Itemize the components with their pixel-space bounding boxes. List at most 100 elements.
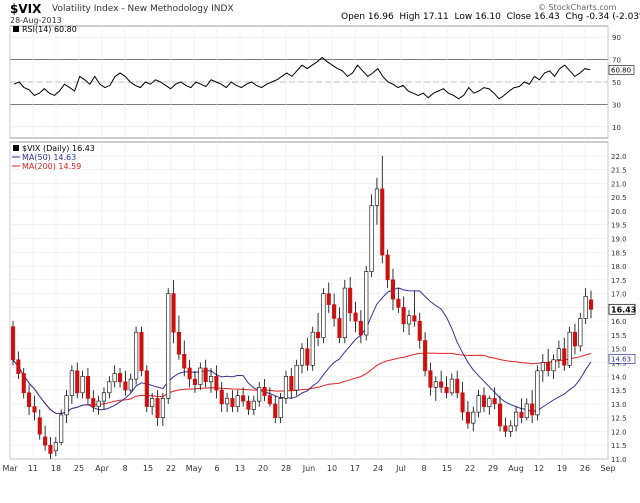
- candle-body: [80, 375, 85, 394]
- candle-body: [91, 398, 96, 407]
- candle: [556, 340, 561, 369]
- candle: [567, 326, 572, 369]
- candle: [497, 395, 503, 432]
- candle-body: [546, 362, 551, 372]
- candle: [385, 249, 390, 289]
- x-tick-label: May: [186, 464, 203, 473]
- candle-body: [588, 299, 594, 310]
- candle-body: [385, 254, 390, 281]
- rsi-line: [13, 56, 591, 100]
- rsi-tick-label: 50: [612, 79, 621, 87]
- rsi-tag-box: [608, 65, 635, 75]
- candle: [171, 279, 176, 344]
- price-legend-swatch: [13, 145, 19, 151]
- x-tick-label: Jun: [302, 464, 316, 473]
- candle-body: [358, 320, 363, 336]
- candle-body: [262, 386, 267, 396]
- price-tick-label: 12.0: [611, 428, 627, 436]
- x-tick-label: 12: [534, 464, 544, 473]
- candle-body: [85, 375, 90, 399]
- candle-body: [123, 381, 128, 391]
- candle-body: [455, 378, 460, 394]
- candle: [273, 395, 278, 424]
- candle-body: [567, 331, 572, 366]
- ma-price-tag: 14.63: [608, 354, 636, 364]
- candle-body: [299, 348, 305, 366]
- candle: [101, 387, 106, 410]
- x-tick-label: 19: [557, 464, 567, 473]
- price-tick-label: 17.5: [611, 277, 627, 285]
- x-tick-label: 28: [281, 464, 291, 473]
- candle: [449, 373, 454, 396]
- price-tick-label: 21.0: [611, 180, 627, 188]
- candle: [225, 392, 230, 413]
- candle-body: [310, 331, 315, 366]
- candle-body: [583, 296, 588, 319]
- candle: [59, 409, 64, 446]
- low-value: 16.10: [475, 12, 501, 22]
- candle: [465, 401, 471, 429]
- price-tick-label: 13.5: [611, 387, 627, 395]
- open-value: 16.96: [367, 12, 394, 22]
- rsi-legend-swatch: [13, 26, 19, 32]
- candle: [572, 323, 578, 355]
- close-price-tag: 16.43: [608, 303, 636, 315]
- candle: [481, 387, 487, 413]
- candle: [230, 390, 235, 413]
- candle-body: [118, 373, 123, 383]
- candle: [364, 266, 369, 341]
- candle-body: [305, 348, 310, 366]
- candle-body: [444, 386, 449, 394]
- candle-body: [267, 395, 272, 405]
- candle-body: [225, 398, 230, 405]
- price-tick-label: 18.5: [611, 249, 627, 257]
- candle: [321, 288, 326, 344]
- candle-body: [481, 395, 487, 407]
- candle: [192, 370, 197, 393]
- candle: [390, 268, 396, 311]
- x-tick-label: 8: [421, 464, 426, 473]
- price-tick-label: 22.0: [611, 153, 627, 161]
- instrument-name: Volatility Index - New Methodology INDX: [52, 4, 234, 14]
- candle-body: [465, 411, 471, 424]
- candle: [460, 381, 465, 421]
- candle-body: [348, 287, 353, 314]
- x-tick-label: 26: [580, 464, 590, 473]
- candle-body: [187, 367, 192, 380]
- candle: [530, 390, 535, 424]
- candle: [160, 392, 165, 426]
- candle-body: [353, 312, 358, 322]
- x-tick-label: 18: [51, 464, 61, 473]
- price-tick-label: 11.5: [611, 442, 627, 450]
- candle-body: [21, 373, 26, 394]
- candle-body: [294, 364, 299, 391]
- candle-body: [107, 381, 112, 394]
- candle: [471, 406, 476, 432]
- ma-tag-text: 14.63: [611, 355, 631, 363]
- candle: [69, 365, 74, 404]
- candle-body: [176, 331, 181, 355]
- candle: [310, 326, 315, 371]
- candle: [80, 370, 85, 399]
- candle: [53, 436, 58, 457]
- candle: [476, 390, 481, 418]
- rsi-tick-label: 10: [612, 124, 621, 132]
- candle-body: [401, 307, 406, 325]
- candle-body: [128, 378, 133, 391]
- candle: [134, 326, 139, 385]
- price-tick-label: 17.0: [611, 291, 627, 299]
- candle: [369, 194, 374, 278]
- candle: [358, 310, 363, 344]
- candle: [294, 359, 299, 396]
- credit-text: © StockCharts.com: [538, 3, 617, 12]
- candle-body: [369, 205, 374, 272]
- candle: [112, 365, 117, 388]
- candle-body: [283, 375, 289, 399]
- candle-body: [460, 392, 465, 413]
- candle-body: [449, 378, 454, 394]
- candle: [412, 290, 417, 327]
- close-tag-box: [608, 303, 636, 315]
- candle: [342, 279, 347, 344]
- candle-body: [219, 389, 224, 405]
